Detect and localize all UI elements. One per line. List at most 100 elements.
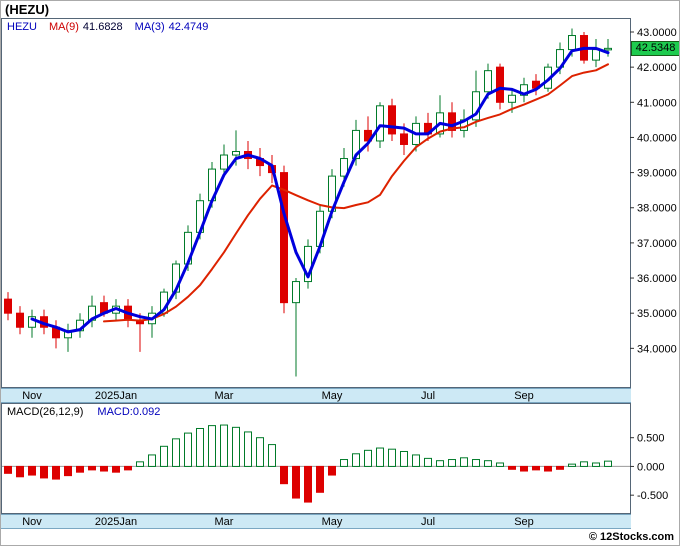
macd-bar — [508, 465, 516, 470]
price-axis-label: 41.0000 — [637, 97, 677, 109]
macd-bar — [460, 457, 468, 467]
macd-bar — [112, 465, 120, 473]
macd-bar — [400, 450, 408, 467]
macd-axis-label: 0.000 — [637, 461, 665, 473]
macd-bar — [148, 454, 156, 467]
macd-bar — [352, 453, 360, 467]
candle-body — [568, 35, 576, 51]
macd-bar — [88, 465, 96, 471]
x-axis-label: 2025Jan — [94, 390, 138, 402]
price-axis-label: 43.0000 — [637, 27, 677, 39]
price-plot-border — [1, 18, 631, 388]
ma3-line — [30, 46, 610, 334]
candle-body — [220, 154, 228, 170]
macd-plot-border — [1, 403, 631, 514]
macd-bar — [424, 457, 432, 467]
macd-bar — [124, 465, 132, 471]
macd-bar — [316, 465, 324, 493]
macd-bar — [220, 424, 228, 467]
ma9-legend-label: MA(9) — [48, 21, 79, 33]
macd-bar — [544, 465, 552, 472]
price-axis-label: 40.0000 — [637, 132, 677, 144]
page-title: (HEZU) — [5, 2, 50, 17]
macd-bar — [184, 432, 192, 467]
price-axis-labels: 43.0000 42.0000 41.0000 40.0000 39.0000 38.00… — [630, 27, 677, 355]
macd-bar — [532, 465, 540, 471]
macd-bar — [568, 463, 576, 467]
x-axis-label: Sep — [514, 516, 534, 528]
candle-body — [496, 66, 504, 103]
macd-bar — [328, 465, 336, 476]
macd-bar — [76, 465, 84, 473]
x-axis-label: Jul — [420, 390, 436, 402]
macd-bar — [520, 465, 528, 472]
macd-bar — [376, 447, 384, 467]
macd-name-label: MACD(26,12,9) — [7, 406, 84, 418]
price-axis-label: 39.0000 — [637, 168, 677, 180]
x-axis-label: Mar — [214, 516, 234, 528]
macd-bar — [244, 431, 252, 467]
copyright-link[interactable]: © 12Stocks.com — [588, 531, 674, 543]
macd-bar — [208, 425, 216, 467]
candle-body — [400, 133, 408, 145]
macd-bar — [52, 465, 60, 480]
macd-bar — [28, 465, 36, 476]
macd-bar — [340, 459, 348, 467]
macd-bar — [448, 459, 456, 467]
macd-bar — [364, 449, 372, 467]
macd-axis-label: -0.500 — [637, 490, 668, 502]
candle-body — [448, 112, 456, 131]
macd-bar — [172, 438, 180, 467]
macd-bar — [496, 462, 504, 467]
macd-bar — [304, 465, 312, 503]
macd-chart: 0.500 0.000 -0.500 — [1, 403, 668, 514]
x-axis-label: 2025Jan — [94, 516, 138, 528]
price-axis-label: 35.0000 — [637, 308, 677, 320]
macd-axis-labels: 0.500 0.000 -0.500 — [630, 433, 668, 502]
candle-body — [376, 105, 384, 142]
candle-body — [592, 49, 600, 61]
macd-bar — [64, 465, 72, 477]
x-axis-label: Nov — [22, 390, 42, 402]
x-axis-label: Mar — [214, 390, 234, 402]
x-axis-label: Sep — [514, 390, 534, 402]
macd-bar — [280, 465, 288, 485]
macd-bar — [136, 461, 144, 467]
macd-bar — [160, 445, 168, 467]
macd-bar — [4, 465, 12, 474]
candles-layer — [4, 28, 612, 377]
macd-bar — [388, 448, 396, 467]
macd-bar — [100, 465, 108, 472]
macd-bar — [592, 462, 600, 467]
candle-body — [4, 298, 12, 314]
price-chart: 43.0000 42.0000 41.0000 40.0000 39.0000 38.00… — [1, 18, 677, 388]
last-price-badge: 42.5348 — [631, 41, 679, 57]
ma9-line — [103, 63, 609, 323]
price-axis-label: 34.0000 — [637, 343, 677, 355]
macd-value-label: MACD:0.092 — [97, 406, 161, 418]
x-axis-label: May — [321, 516, 343, 528]
macd-bar — [196, 427, 204, 467]
macd-bar — [232, 426, 240, 467]
macd-bar — [556, 465, 564, 470]
macd-bar — [580, 461, 588, 467]
symbol-label: HEZU — [7, 21, 37, 33]
candle-body — [484, 70, 492, 93]
macd-x-axis: Nov 2025Jan Mar May Jul Sep — [1, 514, 631, 529]
candle-body — [340, 158, 348, 177]
macd-histogram — [4, 424, 612, 503]
x-axis-label: Jul — [420, 516, 436, 528]
macd-bar — [472, 459, 480, 467]
price-axis-label: 37.0000 — [637, 238, 677, 250]
candle-body — [292, 281, 300, 304]
macd-bar — [484, 460, 492, 467]
price-axis-label: 42.0000 — [637, 62, 677, 74]
macd-bar — [256, 437, 264, 467]
macd-bar — [268, 444, 276, 467]
macd-bar — [436, 460, 444, 467]
macd-bar — [40, 465, 48, 479]
price-axis-label: 36.0000 — [637, 273, 677, 285]
ma3-legend-value: 42.4749 — [168, 21, 209, 33]
macd-bar — [16, 465, 24, 478]
